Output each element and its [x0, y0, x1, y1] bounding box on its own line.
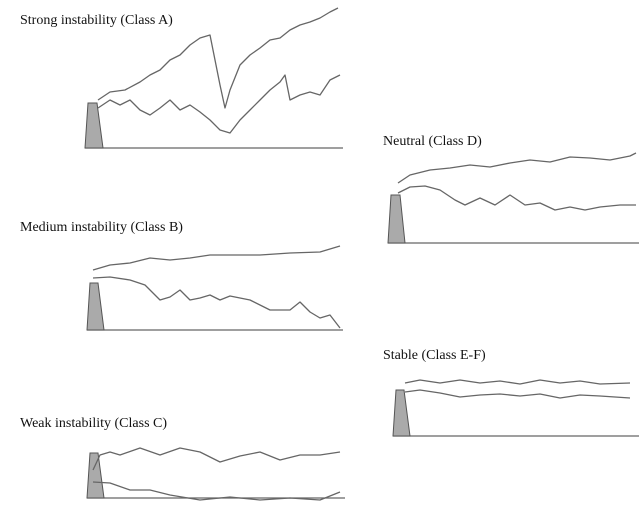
plume-edge [405, 390, 630, 398]
stack [87, 453, 104, 498]
plume-diagram: Strong instability (Class A) Neutral (Cl… [0, 0, 639, 528]
panel-class-d: Neutral (Class D) [383, 134, 639, 243]
plume-edge [398, 186, 636, 210]
plume-edge [93, 482, 340, 500]
plume-edge [98, 75, 340, 133]
panel-class-c: Weak instability (Class C) [20, 416, 345, 500]
panel-class-a: Strong instability (Class A) [20, 8, 343, 148]
plume-edge [93, 246, 340, 270]
plume-edge [93, 277, 340, 328]
plume-edge [405, 380, 630, 384]
panel-label: Strong instability (Class A) [20, 13, 173, 28]
stack [85, 103, 103, 148]
stack [393, 390, 410, 436]
stack [388, 195, 405, 243]
panel-class-b: Medium instability (Class B) [20, 220, 343, 330]
panel-class-e-f: Stable (Class E-F) [383, 348, 639, 436]
panel-label: Weak instability (Class C) [20, 416, 167, 431]
panel-label: Stable (Class E-F) [383, 348, 486, 363]
plume-edge [398, 153, 636, 183]
stack [87, 283, 104, 330]
panel-label: Neutral (Class D) [383, 134, 482, 149]
plume-edge [93, 448, 340, 470]
panel-label: Medium instability (Class B) [20, 220, 183, 235]
